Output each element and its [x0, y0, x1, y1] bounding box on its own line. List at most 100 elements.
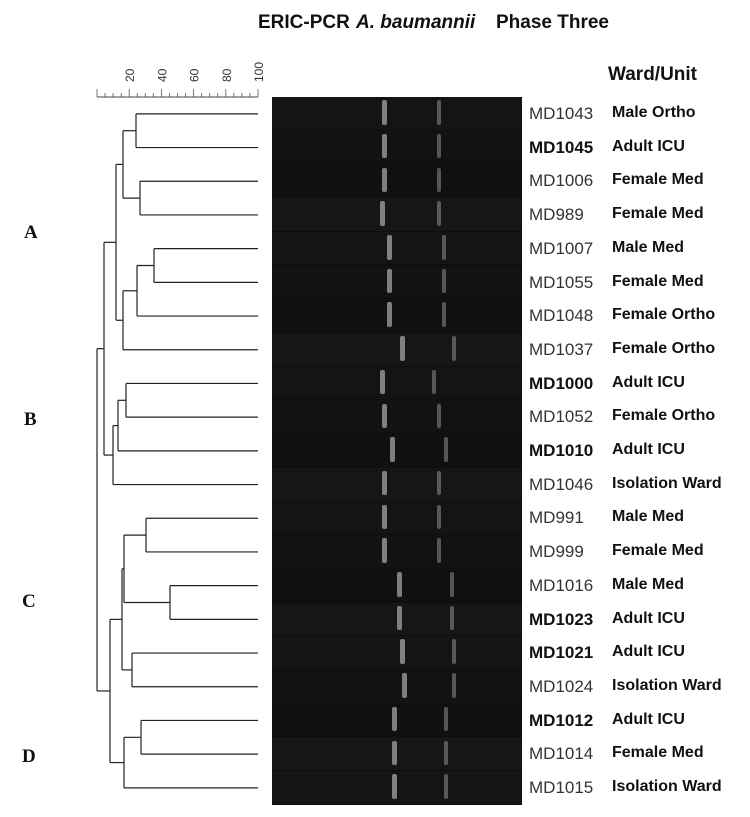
title-organism: A. baumannii — [356, 12, 476, 33]
sample-id: MD1015 — [529, 778, 594, 797]
gel-lane — [272, 602, 522, 636]
gel-lane — [272, 568, 522, 602]
gel-band — [380, 369, 385, 395]
gel-band — [382, 470, 387, 496]
sample-id: MD1052 — [529, 407, 594, 427]
gel-lane — [272, 97, 522, 130]
sample-id: MD1055 — [529, 272, 594, 292]
title-phase: Phase Three — [496, 12, 609, 33]
sample-ward: Female Ortho — [612, 306, 716, 324]
gel-lane — [272, 703, 522, 737]
gel-lane — [272, 501, 522, 535]
sample-id: MD1046 — [529, 474, 594, 494]
gel-band — [400, 639, 405, 664]
gel-band — [437, 100, 441, 125]
gel-lane — [272, 332, 522, 366]
sample-id: MD1043 — [529, 104, 594, 123]
cluster-label-c: C — [22, 591, 36, 612]
gel-lane — [272, 231, 522, 265]
gel-band — [397, 572, 402, 597]
sample-ward: Adult ICU — [612, 441, 685, 458]
gel-band — [437, 538, 441, 563]
gel-band — [442, 235, 446, 260]
sample-id: MD1016 — [529, 575, 594, 595]
gel-band — [437, 504, 441, 530]
gel-band — [387, 302, 392, 327]
gel-lane — [272, 164, 522, 198]
gel-band — [452, 673, 456, 698]
sample-ward: Male Med — [612, 238, 685, 256]
scale-tick-label: 60 — [188, 68, 202, 82]
gel-band — [382, 403, 387, 429]
gel-band — [380, 201, 385, 226]
dendrogram-branches — [96, 113, 258, 789]
gel-band — [382, 133, 387, 159]
gel-band — [452, 639, 456, 664]
gel-lane — [272, 771, 522, 804]
sample-id: MD989 — [529, 205, 584, 225]
gel-lane — [272, 130, 522, 164]
gel-lane — [272, 636, 522, 669]
sample-id: MD1012 — [529, 710, 594, 730]
sample-ward: Female Med — [612, 542, 704, 560]
gel-band — [382, 538, 387, 563]
gel-lane — [272, 366, 522, 400]
scale-tick-label: 80 — [220, 68, 234, 82]
sample-id: MD1006 — [529, 171, 594, 191]
scale-tick-label: 20 — [123, 68, 137, 82]
sample-ward: Adult ICU — [612, 643, 685, 661]
gel-lane — [272, 669, 522, 703]
scale-tick-label: 100 — [252, 62, 266, 82]
sample-ward: Female Med — [612, 205, 704, 223]
gel-band — [402, 673, 407, 698]
gel-band — [444, 437, 448, 462]
sample-id: MD1000 — [529, 373, 594, 393]
sample-ward: Isolation Ward — [612, 474, 722, 492]
gel-band — [392, 706, 397, 732]
gel-lane — [272, 299, 522, 332]
sample-id: MD999 — [529, 542, 584, 562]
sample-ward: Isolation Ward — [612, 676, 722, 694]
sample-ward: Isolation Ward — [612, 778, 722, 795]
gel-band — [437, 201, 441, 226]
sample-id: MD1048 — [529, 306, 594, 326]
scale-tick-label: 40 — [155, 68, 169, 82]
gel-band — [437, 133, 441, 159]
gel-band — [392, 774, 397, 799]
sample-ward: Male Med — [612, 575, 685, 593]
gel-band — [437, 167, 441, 193]
sample-id: MD1045 — [529, 137, 594, 157]
gel-lane — [272, 467, 522, 501]
sample-id: MD1023 — [529, 609, 594, 629]
gel-band — [382, 167, 387, 193]
gel-band — [442, 268, 446, 294]
scale-minor-ticks — [96, 89, 259, 97]
sample-id: MD1024 — [529, 676, 594, 696]
sample-ward: Adult ICU — [612, 710, 685, 728]
dendrogram — [96, 113, 258, 789]
gel-image — [272, 97, 522, 805]
sample-ward: Adult ICU — [612, 137, 685, 155]
sample-ward: Female Ortho — [612, 407, 716, 425]
gel-band — [432, 369, 436, 395]
sample-ward: Adult ICU — [612, 373, 685, 391]
sample-ward: Male Med — [612, 508, 685, 526]
gel-band — [450, 605, 454, 631]
cluster-label-b: B — [24, 409, 37, 430]
sample-id: MD991 — [529, 508, 584, 528]
sample-ward: Male Ortho — [612, 104, 696, 121]
title-method: ERIC-PCR — [258, 12, 350, 33]
sample-id: MD1010 — [529, 441, 594, 460]
sample-id: MD1014 — [529, 744, 594, 764]
gel-band — [390, 437, 395, 462]
similarity-scale: 20 40 60 80 100 — [96, 62, 266, 98]
figure-title: ERIC-PCR A. baumannii Phase Three — [0, 12, 750, 38]
gel-band — [387, 268, 392, 294]
sample-ward: Female Med — [612, 171, 704, 189]
gel-band — [437, 470, 441, 496]
gel-band — [392, 740, 397, 766]
gel-band — [397, 605, 402, 631]
gel-band — [382, 504, 387, 530]
gel-lane — [272, 198, 522, 231]
gel-lane — [272, 737, 522, 770]
